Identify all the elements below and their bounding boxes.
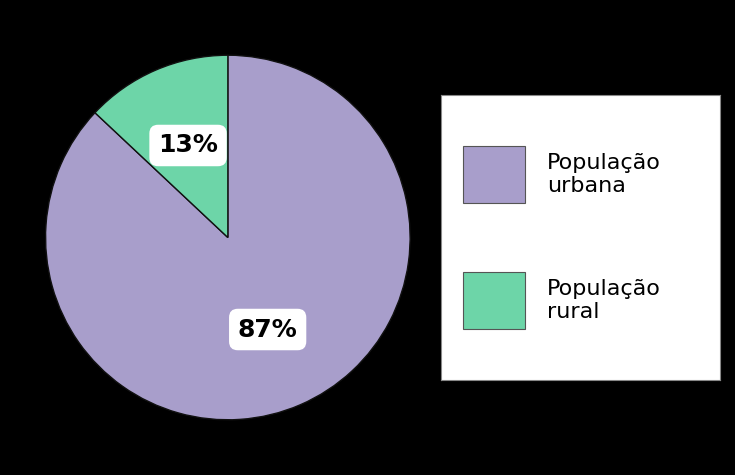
Text: População
rural: População rural	[547, 279, 661, 322]
Wedge shape	[46, 55, 410, 420]
Wedge shape	[95, 55, 228, 238]
Text: População
urbana: População urbana	[547, 153, 661, 196]
Text: 13%: 13%	[158, 133, 218, 158]
FancyBboxPatch shape	[463, 146, 525, 203]
FancyBboxPatch shape	[463, 272, 525, 329]
Text: 87%: 87%	[238, 317, 298, 342]
